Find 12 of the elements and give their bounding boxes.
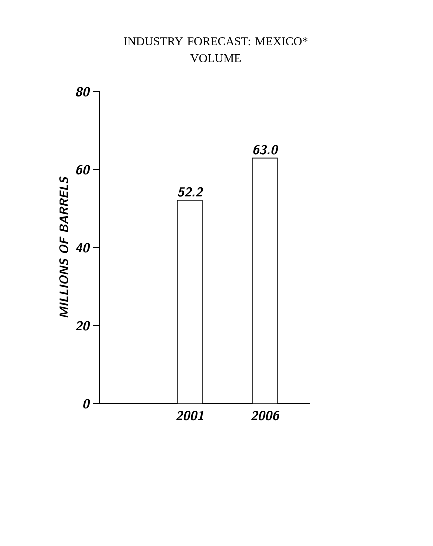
data-label: 63.0 — [254, 145, 278, 155]
chart-subtitle: VOLUME — [190, 54, 241, 63]
y-tick-label: 0 — [84, 399, 90, 409]
x-tick-label: 2001 — [176, 411, 204, 421]
y-tick-label: 40 — [76, 243, 90, 253]
y-tick-label: 80 — [76, 87, 90, 97]
y-axis-title: MILLIONS OF BARRELS — [60, 176, 68, 318]
y-tick-label: 20 — [76, 321, 90, 331]
y-tick-label: 60 — [76, 165, 90, 175]
data-label: 52.2 — [178, 187, 204, 197]
chart-title: INDUSTRY FORECAST: MEXICO* — [124, 38, 308, 46]
x-tick-label: 2006 — [252, 411, 280, 421]
